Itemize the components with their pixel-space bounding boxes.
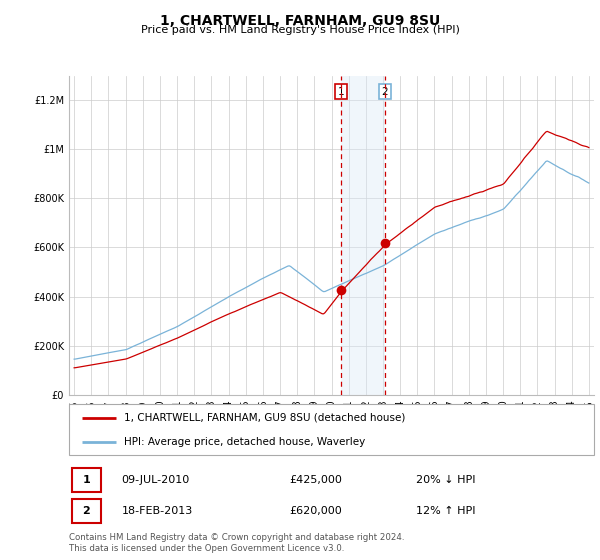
Text: £620,000: £620,000 <box>290 506 342 516</box>
Text: 2: 2 <box>382 87 388 97</box>
Text: 1, CHARTWELL, FARNHAM, GU9 8SU (detached house): 1, CHARTWELL, FARNHAM, GU9 8SU (detached… <box>124 413 406 423</box>
Text: 1: 1 <box>337 87 344 97</box>
Text: 20% ↓ HPI: 20% ↓ HPI <box>415 475 475 486</box>
Text: 18-FEB-2013: 18-FEB-2013 <box>121 506 193 516</box>
Text: 1: 1 <box>82 475 90 486</box>
Text: Contains HM Land Registry data © Crown copyright and database right 2024.
This d: Contains HM Land Registry data © Crown c… <box>69 533 404 553</box>
FancyBboxPatch shape <box>71 468 101 492</box>
Text: HPI: Average price, detached house, Waverley: HPI: Average price, detached house, Wave… <box>124 437 365 447</box>
Text: Price paid vs. HM Land Registry's House Price Index (HPI): Price paid vs. HM Land Registry's House … <box>140 25 460 35</box>
Text: 1, CHARTWELL, FARNHAM, GU9 8SU: 1, CHARTWELL, FARNHAM, GU9 8SU <box>160 14 440 28</box>
Text: 09-JUL-2010: 09-JUL-2010 <box>121 475 190 486</box>
Text: 12% ↑ HPI: 12% ↑ HPI <box>415 506 475 516</box>
FancyBboxPatch shape <box>69 404 594 455</box>
Text: £425,000: £425,000 <box>290 475 343 486</box>
Text: 2: 2 <box>82 506 90 516</box>
FancyBboxPatch shape <box>71 499 101 524</box>
Bar <box>341 76 385 395</box>
